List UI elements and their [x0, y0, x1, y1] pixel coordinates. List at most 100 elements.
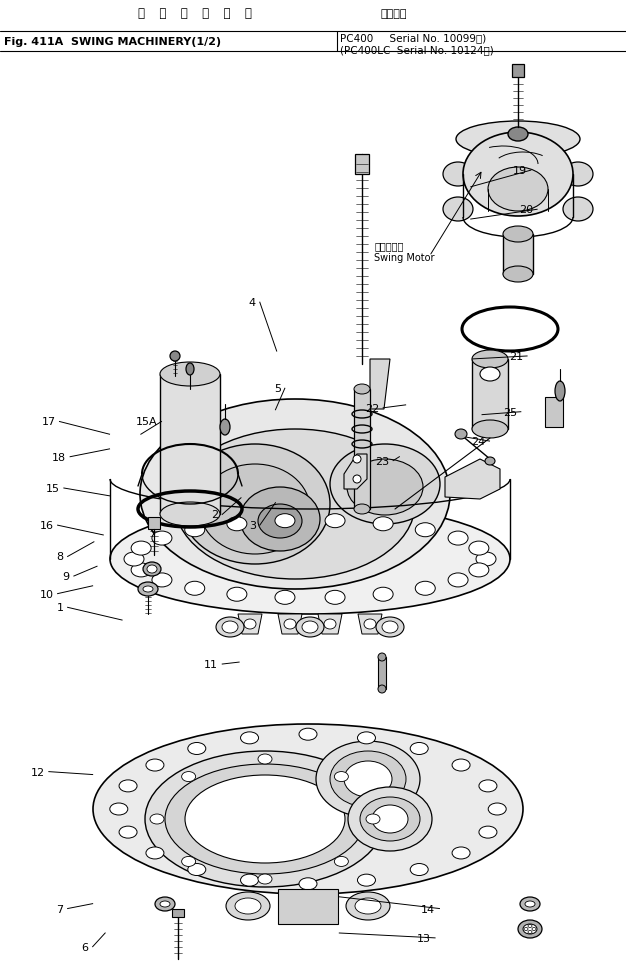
- Text: 適用号機: 適用号機: [380, 9, 406, 19]
- Text: 12: 12: [31, 767, 45, 777]
- Ellipse shape: [200, 464, 310, 554]
- Ellipse shape: [357, 732, 376, 744]
- Text: 19: 19: [513, 166, 527, 176]
- Polygon shape: [238, 615, 262, 634]
- Text: 20: 20: [519, 205, 533, 215]
- Text: 3: 3: [249, 521, 256, 531]
- Ellipse shape: [373, 517, 393, 531]
- Ellipse shape: [155, 897, 175, 912]
- Ellipse shape: [378, 685, 386, 694]
- Bar: [512, 64, 524, 78]
- Ellipse shape: [147, 566, 157, 573]
- Text: 16: 16: [39, 521, 54, 531]
- Text: 24: 24: [471, 437, 486, 446]
- Ellipse shape: [480, 367, 500, 382]
- Ellipse shape: [165, 764, 365, 874]
- Text: Swing Motor: Swing Motor: [374, 253, 435, 263]
- Ellipse shape: [479, 780, 497, 792]
- Ellipse shape: [346, 892, 390, 920]
- Ellipse shape: [334, 772, 348, 782]
- Ellipse shape: [364, 619, 376, 629]
- Polygon shape: [445, 459, 500, 499]
- Text: 10: 10: [39, 589, 54, 599]
- Ellipse shape: [455, 430, 467, 440]
- Ellipse shape: [220, 419, 230, 436]
- Text: Fig. 411A  SWING MACHINERY(1/2): Fig. 411A SWING MACHINERY(1/2): [4, 37, 221, 47]
- Ellipse shape: [284, 619, 296, 629]
- Bar: [503, 234, 533, 275]
- Ellipse shape: [456, 122, 580, 158]
- Ellipse shape: [143, 563, 161, 576]
- Ellipse shape: [360, 797, 420, 841]
- Ellipse shape: [227, 587, 247, 602]
- Ellipse shape: [143, 586, 153, 592]
- Ellipse shape: [226, 892, 270, 920]
- Ellipse shape: [344, 761, 392, 797]
- Ellipse shape: [296, 617, 324, 637]
- Ellipse shape: [372, 805, 408, 833]
- Ellipse shape: [119, 827, 137, 838]
- Ellipse shape: [348, 787, 432, 851]
- Text: 15A: 15A: [136, 417, 158, 427]
- Text: 6: 6: [81, 942, 89, 952]
- Ellipse shape: [325, 591, 345, 605]
- Ellipse shape: [415, 524, 435, 537]
- Text: 旋回モータ: 旋回モータ: [374, 241, 404, 251]
- Ellipse shape: [275, 514, 295, 529]
- Text: 8: 8: [56, 552, 64, 562]
- Bar: [545, 398, 563, 428]
- Bar: [172, 909, 184, 917]
- Text: 7: 7: [56, 904, 64, 913]
- Ellipse shape: [258, 504, 302, 538]
- Ellipse shape: [258, 754, 272, 764]
- Ellipse shape: [563, 197, 593, 222]
- Ellipse shape: [376, 617, 404, 637]
- Text: 2: 2: [211, 510, 218, 520]
- Ellipse shape: [415, 581, 435, 596]
- Ellipse shape: [523, 924, 537, 934]
- Ellipse shape: [275, 591, 295, 605]
- Ellipse shape: [180, 445, 330, 565]
- Ellipse shape: [518, 920, 542, 938]
- Ellipse shape: [240, 732, 259, 744]
- Ellipse shape: [353, 476, 361, 484]
- Ellipse shape: [476, 552, 496, 567]
- Bar: [472, 360, 508, 430]
- Ellipse shape: [472, 420, 508, 439]
- Bar: [355, 154, 369, 175]
- Ellipse shape: [185, 581, 205, 596]
- Bar: [160, 374, 220, 515]
- Ellipse shape: [330, 445, 440, 525]
- Polygon shape: [318, 615, 342, 634]
- Ellipse shape: [182, 772, 196, 782]
- Ellipse shape: [452, 847, 470, 859]
- Text: 5: 5: [274, 384, 281, 394]
- Ellipse shape: [373, 587, 393, 602]
- Ellipse shape: [366, 814, 380, 825]
- Ellipse shape: [110, 504, 510, 615]
- Text: 17: 17: [41, 417, 56, 427]
- Ellipse shape: [185, 524, 205, 537]
- Bar: [354, 390, 370, 509]
- Ellipse shape: [124, 552, 144, 567]
- Ellipse shape: [555, 382, 565, 402]
- Ellipse shape: [410, 864, 428, 875]
- Ellipse shape: [508, 128, 528, 142]
- Ellipse shape: [299, 729, 317, 741]
- Ellipse shape: [152, 573, 172, 587]
- Ellipse shape: [146, 847, 164, 859]
- Ellipse shape: [353, 455, 361, 463]
- Ellipse shape: [472, 351, 508, 368]
- Text: 15: 15: [46, 484, 60, 493]
- Ellipse shape: [185, 775, 345, 863]
- Text: 13: 13: [417, 933, 431, 943]
- Ellipse shape: [525, 901, 535, 907]
- Ellipse shape: [240, 874, 259, 886]
- Text: 22: 22: [365, 404, 379, 413]
- Ellipse shape: [443, 163, 473, 187]
- Ellipse shape: [382, 621, 398, 633]
- Ellipse shape: [334, 857, 348, 867]
- Ellipse shape: [131, 564, 151, 577]
- Ellipse shape: [503, 227, 533, 242]
- Ellipse shape: [140, 400, 450, 589]
